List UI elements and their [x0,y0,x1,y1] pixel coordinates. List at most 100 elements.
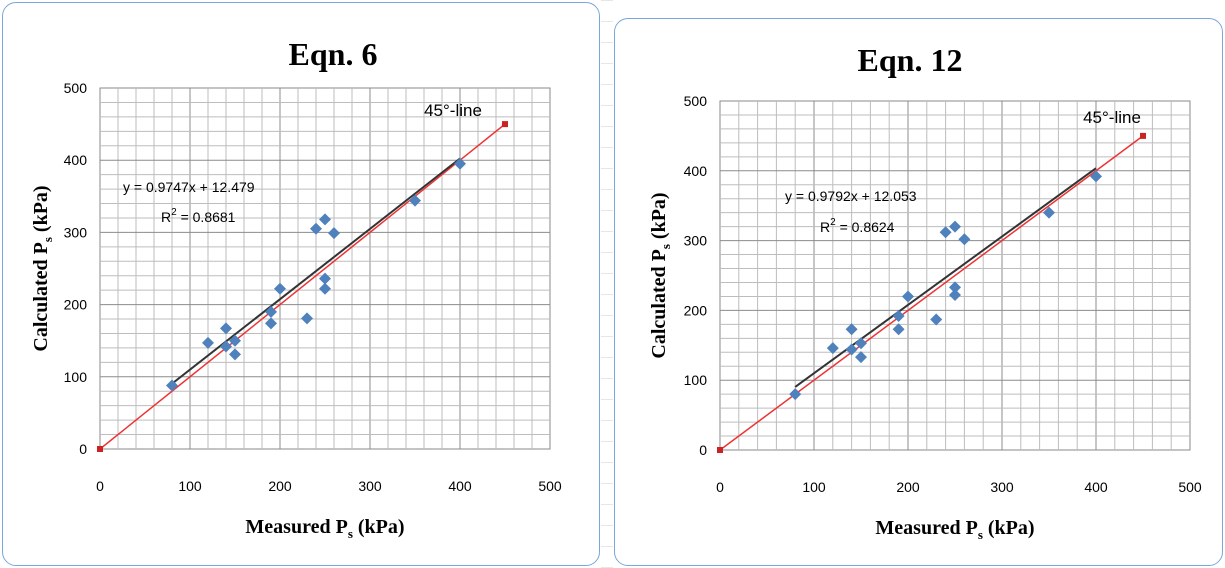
data-point-diamond [319,272,331,285]
data-point-diamond [1090,170,1102,183]
y-tick-label: 200 [64,297,88,313]
x-tick-label: 300 [990,479,1014,495]
r-squared-prefix: R [820,219,830,235]
x-axis-label-subscript: s [978,527,983,542]
r-squared-value: = 0.8624 [836,219,895,235]
reference-line-marker [717,447,723,453]
x-tick-label: 200 [896,479,920,495]
x-axis-label-subscript: s [348,526,353,541]
data-point-diamond [229,348,241,361]
data-point-diamond [220,322,232,335]
y-tick-label: 300 [684,233,708,249]
x-axis-label-unit: (kPa) [983,517,1035,539]
r-squared-prefix: R [161,209,171,225]
r-squared-value: = 0.8681 [177,209,236,225]
reference-line-45deg [719,135,1144,451]
y-tick-label: 300 [64,224,88,240]
y-tick-label: 500 [64,80,88,96]
y-tick-label: 400 [684,163,708,179]
data-point-diamond [319,282,331,295]
reference-line-marker [1140,132,1146,139]
data-point-diamond [949,220,961,233]
data-point-diamond [958,233,971,246]
y-tick-label: 200 [684,302,708,318]
trendline-equation: y = 0.9792x + 12.053 [785,188,917,204]
data-point-diamond [789,388,802,401]
data-point-diamond [855,351,867,364]
data-point-diamond [1043,206,1055,219]
y-tick-label: 500 [684,93,708,109]
chart-panel-eqn12[interactable]: 0 100 200 300 400 500 0 100 200 300 400 500 y = 0.97… [614,18,1223,566]
gridlines [720,101,1190,450]
reference-line-marker [97,446,103,452]
data-point-diamond [826,342,839,355]
data-point-diamond [301,312,313,325]
data-point-diamond [892,323,905,336]
r-squared-label: R2 = 0.8624 [820,217,895,235]
data-point-diamond [845,343,858,356]
data-point-diamond [166,379,178,392]
x-tick-label: 500 [538,478,562,494]
data-point-diamond [939,226,952,239]
x-axis-label-main: Measured P [245,516,347,538]
data-point-diamond [902,290,914,303]
reference-line-label: 45°-line [424,101,482,120]
data-point-diamond [409,194,421,207]
y-axis-label-subscript: s [658,244,673,249]
y-axis-label-unit: (kPa) [30,185,52,237]
x-tick-label: 200 [268,478,292,494]
r-squared-label: R2 = 0.8681 [161,207,236,225]
linear-trendline [794,167,1097,388]
r-squared-superscript: 2 [171,207,177,218]
y-axis-label: Calculated Ps (kPa) [648,192,673,358]
y-axis-label-subscript: s [40,237,55,242]
x-tick-label: 300 [358,478,382,494]
y-axis-label-main: Calculated P [648,249,670,358]
data-point-diamond [310,222,322,235]
chart-panel-eqn6[interactable]: 0 100 200 300 400 500 0 100 200 300 400 500 y = 0.97… [2,2,600,566]
y-tick-label: 0 [79,441,87,457]
trendline-equation: y = 0.9747x + 12.479 [123,179,255,195]
x-tick-label: 100 [178,478,202,494]
y-axis-label-main: Calculated P [30,242,52,351]
data-point-diamond [949,281,961,294]
x-tick-label: 400 [1084,479,1108,495]
x-axis-label-unit: (kPa) [353,516,405,538]
x-tick-label: 0 [96,478,104,494]
data-point-diamond [274,282,286,295]
data-point-diamond [949,289,961,302]
data-point-diamond [265,305,277,318]
r-squared-superscript: 2 [830,217,836,228]
x-axis-label: Measured Ps (kPa) [875,517,1034,542]
data-point-diamond [328,227,340,240]
data-point-diamond [454,157,466,170]
background-sheet-grid [601,0,613,568]
reference-line-label: 45°-line [1083,108,1141,127]
data-point-diamond [220,340,232,353]
data-point-diamond [229,334,241,347]
data-point-diamond [930,313,943,326]
x-tick-label: 500 [1178,479,1202,495]
x-axis-label-main: Measured P [875,517,977,539]
scatter-chart-eqn6: 0 100 200 300 400 500 0 100 200 300 400 500 y = 0.97… [30,36,562,541]
y-tick-label: 400 [64,152,88,168]
data-point-diamond [845,323,858,336]
y-tick-label: 100 [64,369,88,385]
data-point-diamond [892,309,905,322]
scatter-chart-eqn12: 0 100 200 300 400 500 0 100 200 300 400 500 y = 0.97… [648,42,1202,542]
x-axis-label: Measured Ps (kPa) [245,516,404,541]
data-point-diamond [319,213,331,226]
linear-trendline [171,157,461,385]
x-tick-label: 0 [716,479,724,495]
chart-title: Eqn. 12 [858,42,963,78]
data-point-diamond [855,337,867,350]
y-axis-label: Calculated Ps (kPa) [30,185,55,351]
x-tick-label: 100 [802,479,826,495]
reference-line-marker [502,121,508,128]
y-axis-label-unit: (kPa) [648,192,670,244]
x-tick-label: 400 [448,478,472,494]
reference-line-45deg [99,123,506,450]
y-tick-label: 0 [699,442,707,458]
data-point-diamond [265,317,277,330]
data-point-diamond [202,336,214,349]
